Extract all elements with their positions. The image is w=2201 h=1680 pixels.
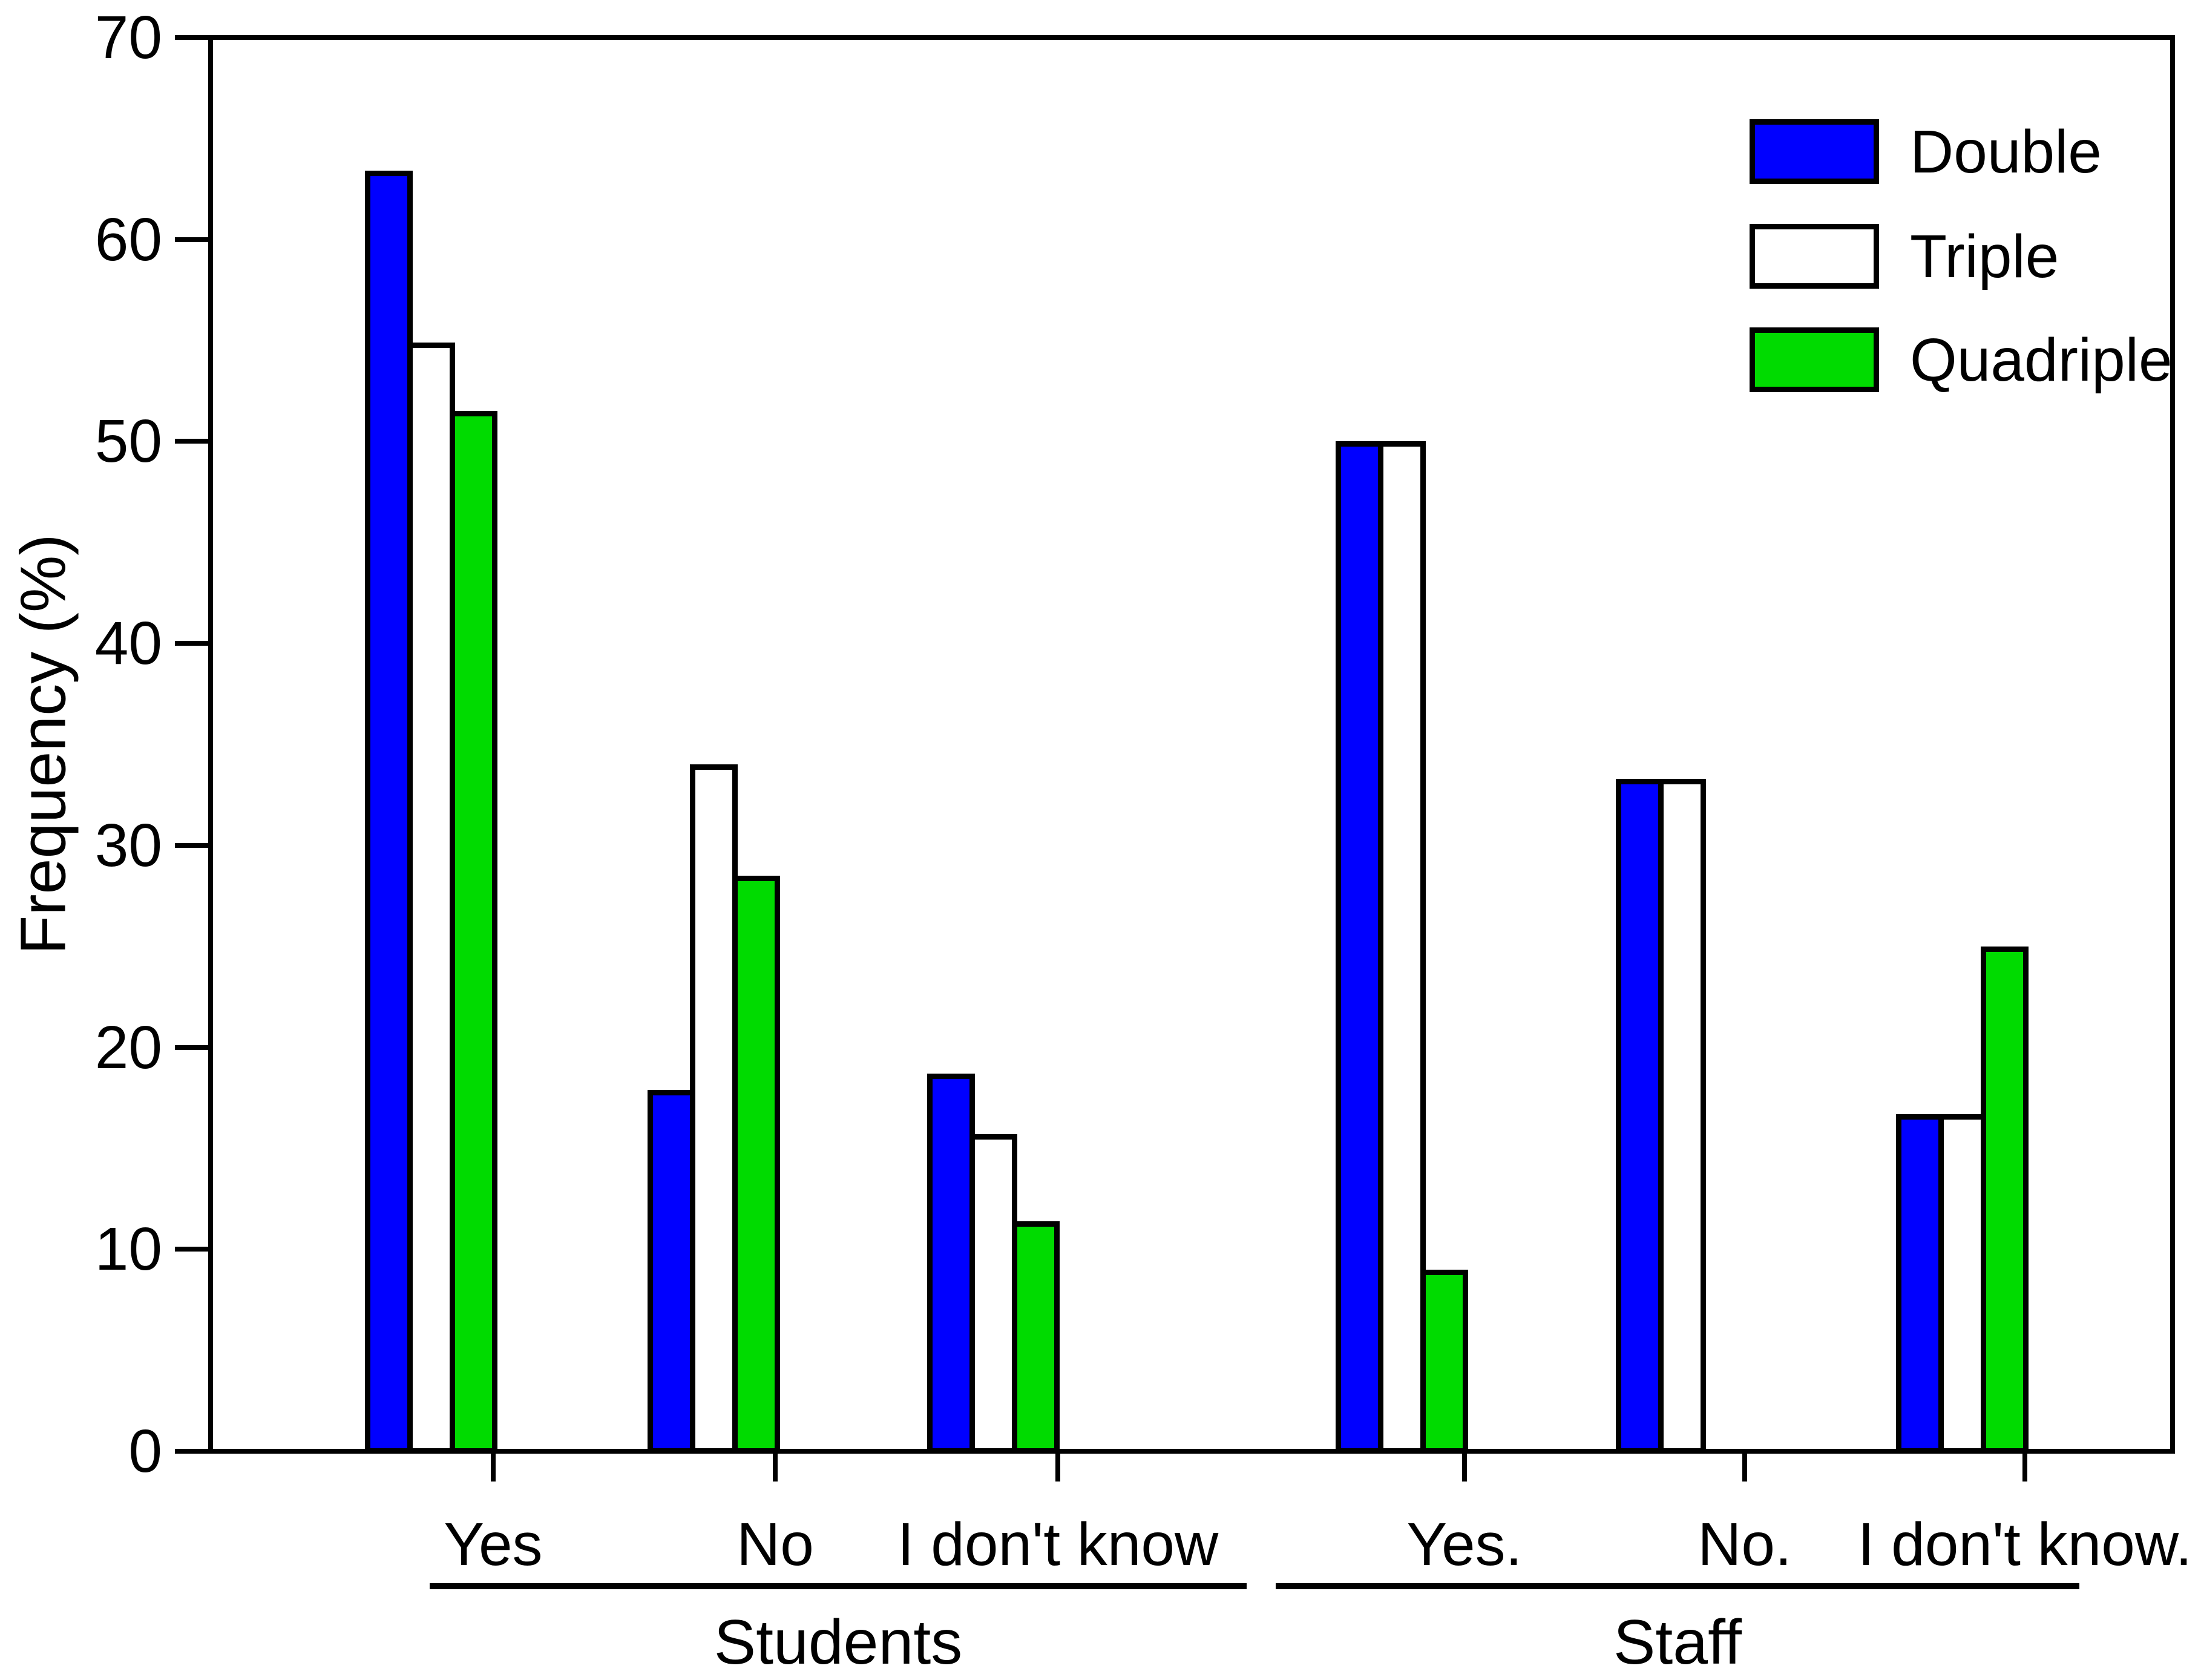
x-tick — [491, 1454, 496, 1481]
group-underline-staff — [1276, 1583, 2079, 1589]
bar-yes-double — [1336, 441, 1383, 1454]
bar-i-don-t-know-quadriple — [1981, 947, 2029, 1454]
bar-i-don-t-know-double — [1896, 1114, 1944, 1454]
y-tick — [175, 35, 208, 40]
y-tick-label: 60 — [94, 206, 162, 274]
bar-no-triple — [1658, 779, 1706, 1454]
y-tick-label: 40 — [94, 609, 162, 677]
y-tick-label: 10 — [94, 1215, 162, 1283]
x-tick — [1742, 1454, 1747, 1481]
bar-no-triple — [690, 764, 738, 1454]
bar-i-don-t-know-double — [927, 1074, 975, 1454]
legend-label-quadriple: Quadriple — [1910, 326, 2173, 394]
y-tick — [175, 237, 208, 242]
bar-yes-double — [365, 171, 413, 1454]
legend-label-double: Double — [1910, 117, 2102, 186]
group-underline-students — [430, 1583, 1247, 1589]
x-tick — [773, 1454, 778, 1481]
bar-yes-quadriple — [450, 411, 497, 1454]
bar-no-quadriple — [732, 876, 780, 1454]
y-tick — [175, 641, 208, 646]
bar-yes-quadriple — [1420, 1270, 1468, 1454]
x-label-i-don-t-know: I don't know — [897, 1511, 1219, 1578]
bar-no-double — [648, 1090, 695, 1454]
legend-swatch-double — [1750, 119, 1879, 184]
bar-i-don-t-know-quadriple — [1012, 1221, 1060, 1454]
legend-swatch-triple — [1750, 224, 1879, 289]
x-tick — [1055, 1454, 1060, 1481]
y-tick — [175, 439, 208, 444]
y-tick — [175, 1247, 208, 1252]
x-label-no: No. — [1697, 1511, 1792, 1578]
y-tick — [175, 1045, 208, 1050]
x-tick — [2022, 1454, 2027, 1481]
y-tick — [175, 843, 208, 848]
legend-label-triple: Triple — [1910, 222, 2059, 290]
plot-area-border — [208, 35, 2175, 1454]
x-label-no: No — [736, 1511, 814, 1578]
group-label-students: Students — [713, 1607, 963, 1678]
legend-swatch-quadriple — [1750, 327, 1879, 392]
bar-i-don-t-know-triple — [969, 1134, 1017, 1454]
bar-yes-triple — [407, 343, 455, 1454]
y-tick-label: 70 — [94, 4, 162, 71]
x-tick — [1462, 1454, 1467, 1481]
y-axis-title: Frequency (%) — [7, 534, 79, 955]
y-tick-label: 30 — [94, 812, 162, 879]
bar-i-don-t-know-triple — [1938, 1114, 1986, 1454]
x-label-i-don-t-know: I don't know. — [1857, 1511, 2193, 1578]
group-label-staff: Staff — [1613, 1607, 1742, 1678]
y-tick-label: 20 — [94, 1014, 162, 1081]
y-tick-label: 0 — [128, 1417, 162, 1485]
bar-yes-triple — [1378, 441, 1426, 1454]
y-tick-label: 50 — [94, 407, 162, 475]
y-tick — [175, 1449, 208, 1454]
x-label-yes: Yes — [444, 1511, 543, 1578]
x-label-yes: Yes. — [1406, 1511, 1523, 1578]
bar-no-double — [1616, 779, 1664, 1454]
